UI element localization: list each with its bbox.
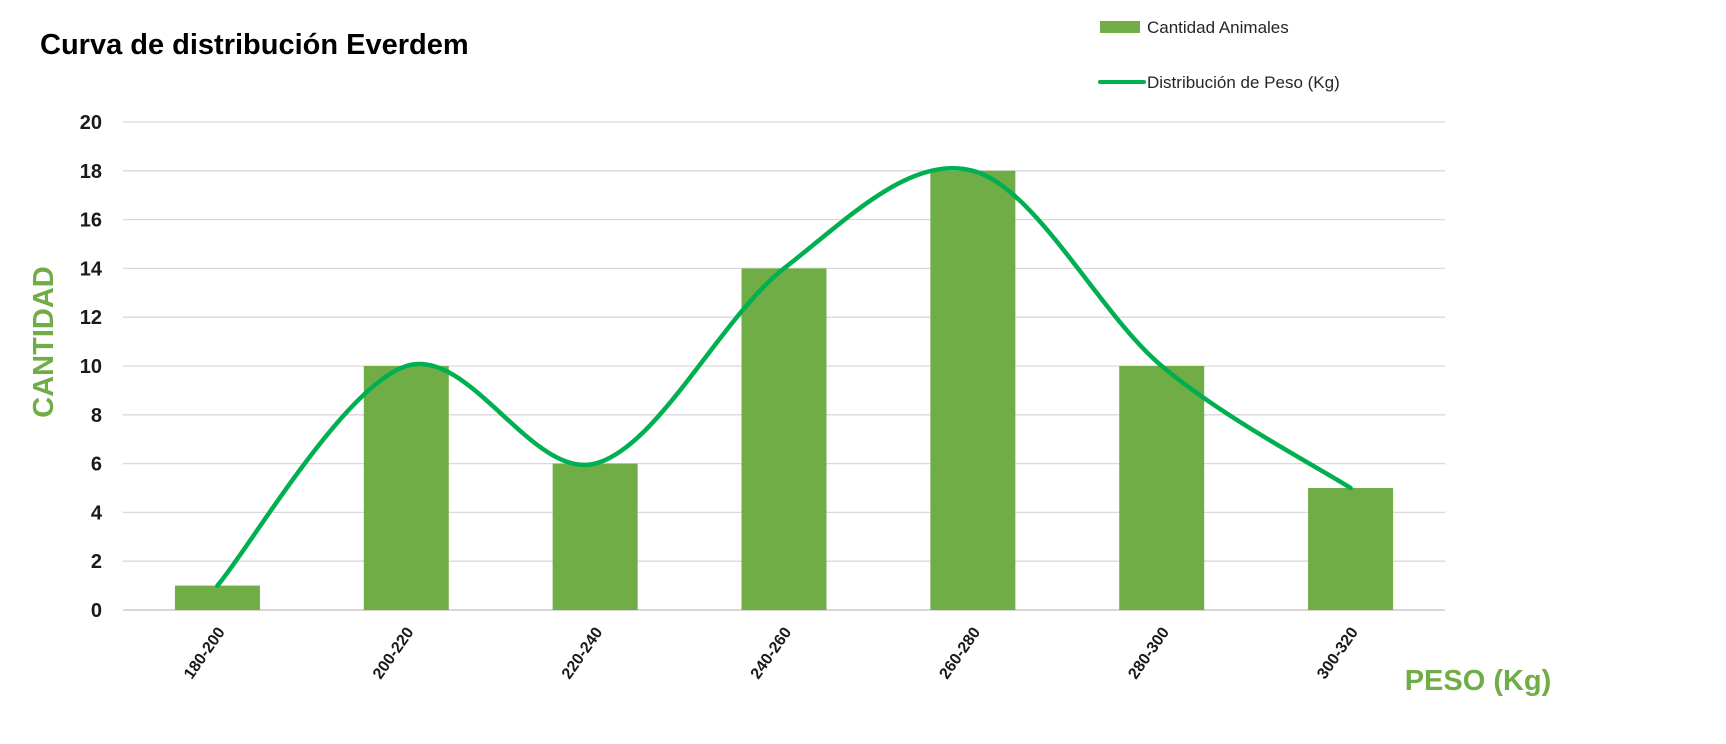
legend-bar-swatch (1100, 21, 1140, 33)
legend-line-label: Distribución de Peso (Kg) (1147, 73, 1340, 92)
y-tick-label: 18 (80, 161, 102, 183)
y-tick-label: 6 (91, 454, 102, 476)
distribution-line (215, 166, 1353, 588)
bar (930, 170, 1016, 611)
y-axis-label: CANTIDAD (28, 266, 60, 417)
y-axis-ticks: 0 2 4 6 8 10 12 14 16 18 20 (80, 112, 103, 622)
y-tick-label: 2 (91, 551, 102, 573)
bar (1119, 366, 1205, 610)
x-tick-label: 200-220 (370, 624, 418, 682)
x-tick-label: 260-280 (937, 624, 985, 682)
bar (1308, 488, 1394, 610)
x-tick-label: 220-240 (559, 624, 607, 682)
y-tick-label: 10 (80, 356, 102, 378)
legend-bar-label: Cantidad Animales (1147, 18, 1289, 37)
x-tick-label: 300-320 (1314, 624, 1362, 682)
y-tick-label: 8 (91, 405, 102, 427)
legend: Cantidad Animales Distribución de Peso (… (1098, 18, 1340, 92)
bar-series (174, 170, 1394, 611)
y-tick-label: 14 (80, 258, 103, 280)
y-tick-label: 16 (80, 210, 102, 232)
x-axis-label: PESO (Kg) (1405, 665, 1552, 697)
bar (552, 463, 638, 610)
x-axis-ticks: 180-200 200-220 220-240 240-260 260-280 280-3… (181, 624, 1362, 682)
x-tick-label: 240-260 (748, 624, 796, 682)
bar (741, 268, 827, 610)
y-tick-label: 20 (80, 112, 102, 134)
x-tick-label: 180-200 (181, 624, 229, 682)
x-tick-label: 280-300 (1125, 624, 1173, 682)
chart-title: Curva de distribución Everdem (40, 29, 469, 61)
y-tick-label: 4 (91, 502, 103, 524)
y-tick-label: 0 (91, 600, 102, 622)
y-tick-label: 12 (80, 307, 102, 329)
bar (174, 585, 260, 610)
bar (363, 366, 449, 610)
